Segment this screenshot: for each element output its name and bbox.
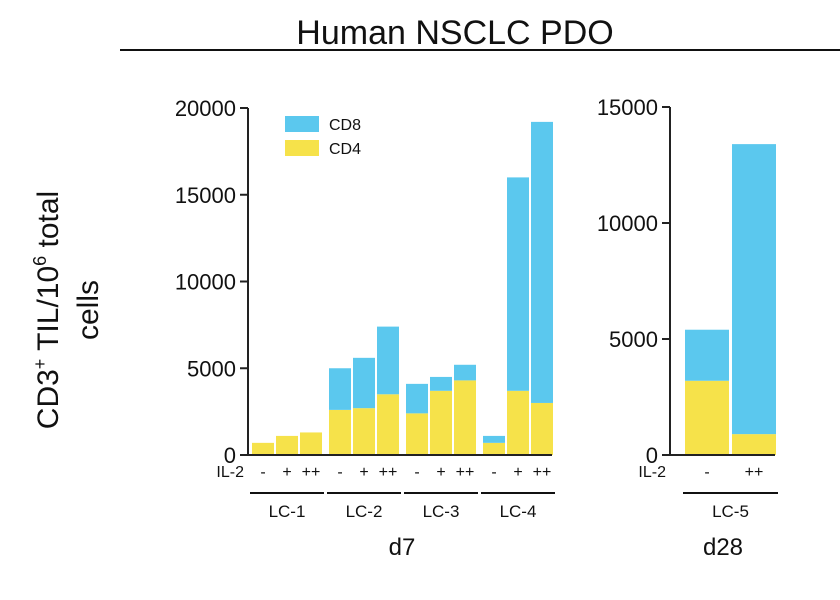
day-label: d28	[703, 534, 743, 561]
il2-level-label: ++	[533, 464, 552, 481]
bar-cd4	[329, 409, 351, 455]
y-tick-label: 5000	[609, 327, 658, 352]
bar-cd4	[252, 442, 274, 455]
bar-cd8	[430, 376, 452, 391]
day-label: d7	[389, 534, 416, 561]
il2-level-label: -	[337, 464, 342, 481]
y-axis-label: CD3+ TIL/106 total cells	[30, 191, 105, 429]
y-axis-label-line1: CD3+ TIL/106 total	[30, 191, 65, 429]
bar-cd8	[353, 357, 375, 409]
figure-title: Human NSCLC PDO	[296, 14, 613, 52]
bar-cd8	[531, 121, 553, 403]
y-axis-label-line2: cells	[72, 280, 105, 340]
bar-cd4	[507, 390, 529, 455]
il2-row-label: IL-2	[638, 464, 666, 481]
il2-level-label: -	[491, 464, 496, 481]
group-label: LC-1	[269, 502, 306, 521]
legend-swatch-cd8	[285, 116, 319, 132]
bar-cd8	[377, 326, 399, 395]
y-tick-label: 15000	[597, 95, 658, 120]
bar-cd8	[483, 435, 505, 443]
il2-level-label: -	[260, 464, 265, 481]
il2-level-label: +	[359, 464, 368, 481]
il2-level-label: ++	[456, 464, 475, 481]
bar-cd4	[732, 434, 776, 455]
y-tick-label: 10000	[175, 270, 236, 295]
group-label: LC-4	[500, 502, 537, 521]
legend-label-cd4: CD4	[329, 141, 361, 158]
il2-row-label: IL-2	[216, 464, 244, 481]
legend-label-cd8: CD8	[329, 117, 361, 134]
bar-cd4	[454, 380, 476, 455]
y-tick-label: 5000	[187, 356, 236, 381]
il2-level-label: +	[436, 464, 445, 481]
bar-cd4	[685, 380, 729, 455]
bar-cd4	[531, 402, 553, 455]
bar-cd4	[430, 390, 452, 455]
bar-cd8	[329, 368, 351, 410]
bar-cd4	[353, 408, 375, 455]
bar-cd4	[406, 413, 428, 455]
y-tick-label: 0	[224, 443, 236, 468]
bar-cd8	[454, 364, 476, 381]
bar-cd4	[276, 435, 298, 455]
chart-panel-d28: 0 5000 10000 15000 - ++ IL-2 LC-5 d28	[597, 95, 778, 561]
bar-cd8	[507, 177, 529, 391]
group-label: LC-2	[346, 502, 383, 521]
bar-cd8	[685, 329, 729, 381]
group-label: LC-5	[712, 502, 749, 521]
il2-level-label: ++	[745, 464, 764, 481]
bar-cd8	[406, 383, 428, 414]
y-tick-label: 0	[646, 443, 658, 468]
bar-cd4	[377, 394, 399, 455]
il2-level-label: ++	[379, 464, 398, 481]
bar-cd4	[483, 442, 505, 455]
il2-level-label: +	[282, 464, 291, 481]
y-tick-label: 15000	[175, 183, 236, 208]
il2-level-label: +	[513, 464, 522, 481]
y-tick-label: 10000	[597, 211, 658, 236]
bar-cd8	[732, 144, 776, 435]
il2-level-label: -	[704, 464, 709, 481]
il2-level-label: -	[414, 464, 419, 481]
bar-cd4	[300, 432, 322, 455]
y-tick-label: 20000	[175, 96, 236, 121]
group-label: LC-3	[423, 502, 460, 521]
legend-swatch-cd4	[285, 140, 319, 156]
il2-level-label: ++	[302, 464, 321, 481]
